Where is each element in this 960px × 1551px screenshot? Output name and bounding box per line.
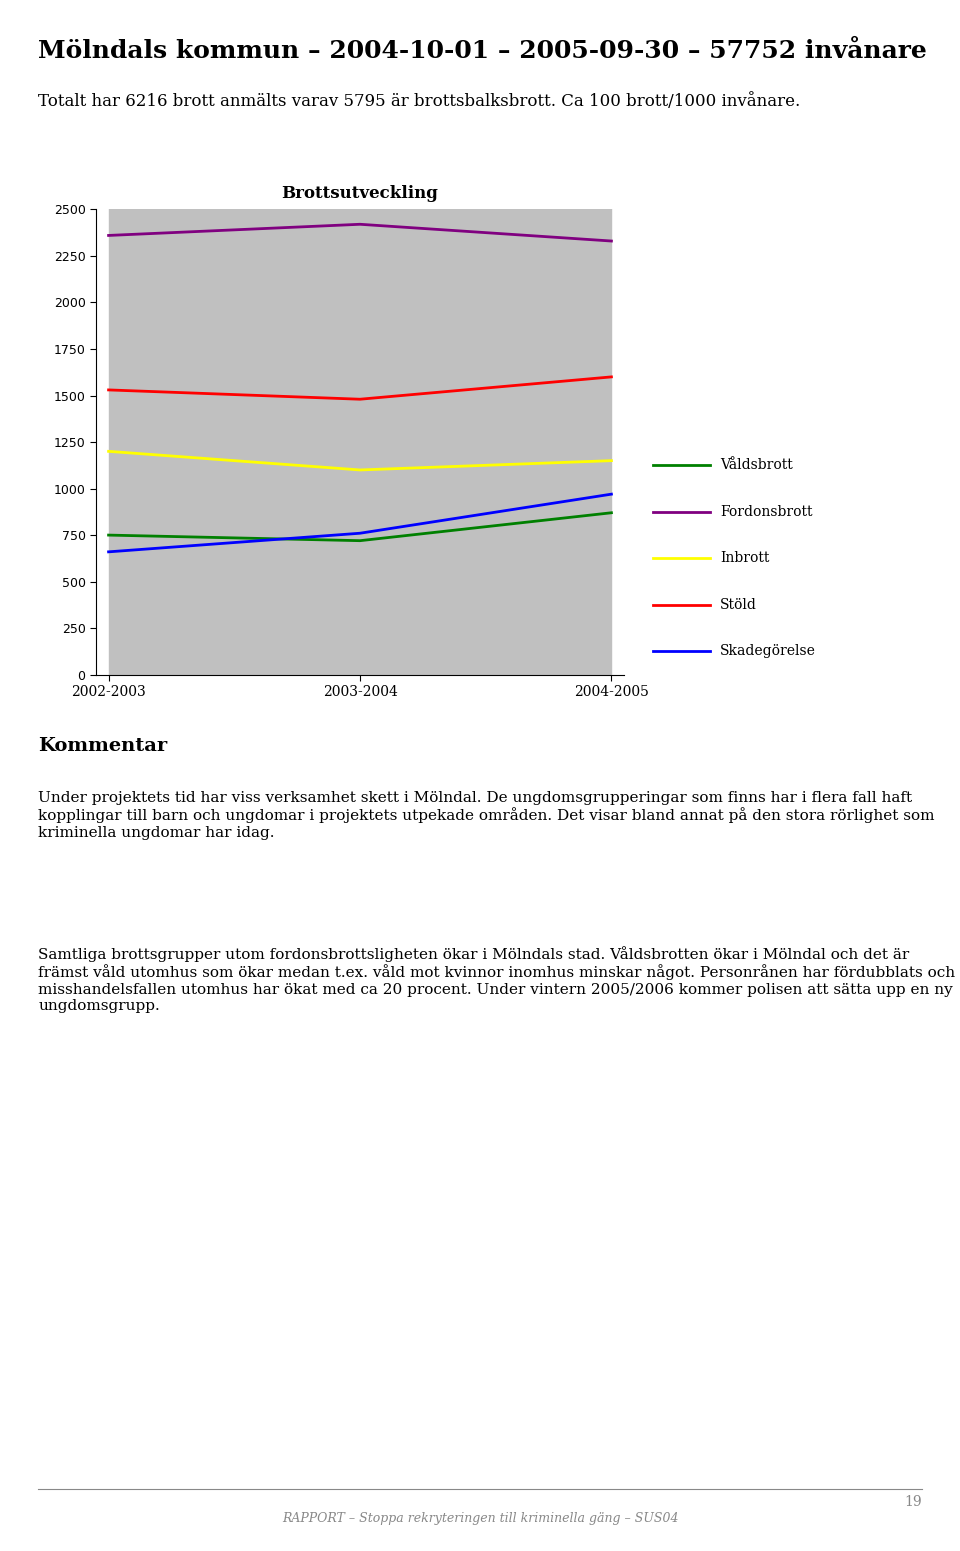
Text: Samtliga brottsgrupper utom fordonsbrottsligheten ökar i Mölndals stad. Våldsbro: Samtliga brottsgrupper utom fordonsbrott… xyxy=(38,946,955,1013)
Text: Fordonsbrott: Fordonsbrott xyxy=(720,504,812,520)
Text: Inbrott: Inbrott xyxy=(720,551,769,566)
Text: Våldsbrott: Våldsbrott xyxy=(720,458,793,473)
Text: Stöld: Stöld xyxy=(720,597,756,613)
Text: 19: 19 xyxy=(904,1495,922,1509)
Text: Mölndals kommun – 2004-10-01 – 2005-09-30 – 57752 invånare: Mölndals kommun – 2004-10-01 – 2005-09-3… xyxy=(38,39,927,62)
Text: Under projektets tid har viss verksamhet skett i Mölndal. De ungdomsgrupperingar: Under projektets tid har viss verksamhet… xyxy=(38,791,935,839)
Title: Brottsutveckling: Brottsutveckling xyxy=(281,185,439,202)
Text: Kommentar: Kommentar xyxy=(38,737,168,755)
Text: Totalt har 6216 brott anmälts varav 5795 är brottsbalksbrott. Ca 100 brott/1000 : Totalt har 6216 brott anmälts varav 5795… xyxy=(38,93,801,110)
Text: RAPPORT – Stoppa rekryteringen till kriminella gäng – SUS04: RAPPORT – Stoppa rekryteringen till krim… xyxy=(281,1512,679,1525)
Text: Skadegörelse: Skadegörelse xyxy=(720,644,816,659)
